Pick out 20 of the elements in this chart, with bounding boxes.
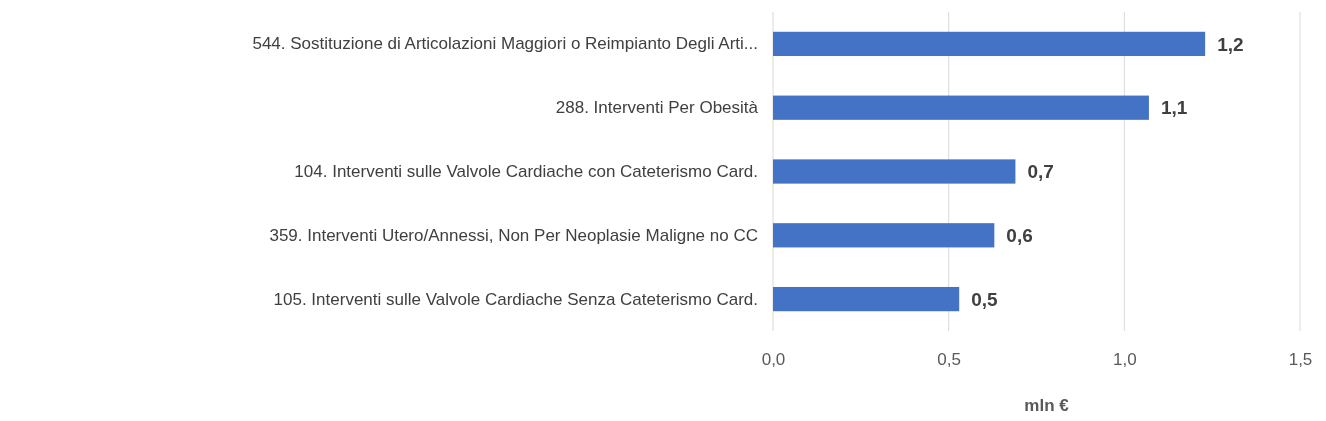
x-tick-label: 0,0: [761, 350, 786, 370]
y-tick-label: 544. Sostituzione di Articolazioni Maggiori o Reimpianto Degli Arti...: [252, 34, 758, 54]
bar: [773, 159, 1016, 184]
x-tick-label: 1,0: [1113, 350, 1137, 370]
bar: [773, 223, 995, 248]
y-tick-label: 288. Interventi Per Obesità: [555, 98, 759, 118]
bar: [773, 31, 1206, 57]
x-axis-title: mln €: [1024, 396, 1070, 415]
data-label: 1,1: [1160, 97, 1188, 119]
bar: [773, 286, 960, 312]
x-tick-label: 1,5: [1288, 350, 1313, 370]
y-tick-label: 105. Interventi sulle Valvole Cardiache Senza Cateterismo Card.: [273, 289, 758, 309]
y-tick-label: 104. Interventi sulle Valvole Cardiache con Cateterismo Card.: [294, 161, 758, 181]
x-tick-label: 0,5: [937, 350, 961, 370]
data-label: 0,5: [971, 288, 999, 310]
data-label: 1,2: [1217, 33, 1244, 55]
data-label: 0,7: [1027, 161, 1054, 183]
y-tick-label: 359. Interventi Utero/Annessi, Non Per Neoplasie Maligne no CC: [269, 225, 758, 245]
bar: [773, 95, 1149, 120]
data-label: 0,6: [1006, 224, 1033, 246]
